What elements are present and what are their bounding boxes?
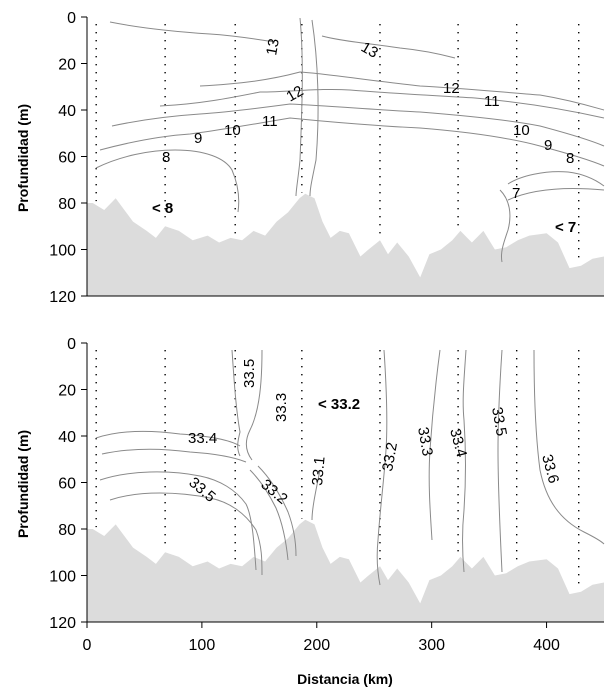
y-tick-label: 100 bbox=[49, 569, 76, 586]
y-tick-label: 60 bbox=[58, 476, 76, 493]
y-ticks: 0 20 40 60 80 100 120 bbox=[49, 336, 87, 632]
y-ticks: 0 20 40 60 80 100 120 bbox=[49, 10, 87, 306]
isoline-12 bbox=[199, 71, 605, 111]
isoline-33-5-right bbox=[497, 349, 503, 573]
station-markers bbox=[95, 349, 580, 589]
isoline-10 bbox=[111, 103, 605, 147]
y-axis-label: Profundidad (m) bbox=[15, 430, 31, 538]
isoline-front bbox=[295, 17, 303, 197]
contour-label: 33.4 bbox=[446, 427, 470, 460]
y-tick-label: 0 bbox=[67, 336, 76, 353]
contour-label: 33.4 bbox=[188, 430, 217, 447]
x-tick-label: 200 bbox=[303, 637, 330, 654]
isoline-33-2-left bbox=[249, 469, 289, 561]
isoline-7 bbox=[499, 189, 511, 263]
contour-label: 33.5 bbox=[185, 474, 218, 506]
isoline-33-4-right bbox=[462, 349, 467, 573]
bathymetry-fill bbox=[87, 193, 604, 296]
y-tick-label: 60 bbox=[58, 150, 76, 167]
y-tick-label: 40 bbox=[58, 103, 76, 120]
contour-labels: 33.5 33.3 < 33.2 33.4 33.1 33.2 33.3 33.… bbox=[185, 359, 562, 508]
isoline-33-5 bbox=[99, 471, 257, 571]
contour-label: 33.5 bbox=[241, 359, 258, 388]
isoline-33-2-left-b bbox=[257, 465, 297, 557]
isoline-13-b bbox=[321, 35, 456, 59]
isoline-9 bbox=[99, 117, 605, 167]
y-tick-label: 120 bbox=[49, 615, 76, 632]
contour-label: 13 bbox=[263, 37, 283, 56]
contour-label: 13 bbox=[358, 39, 381, 62]
contour-label: 12 bbox=[284, 82, 307, 105]
contour-label: 10 bbox=[224, 122, 241, 139]
temperature-isolines bbox=[95, 17, 605, 263]
y-tick-label: 0 bbox=[67, 10, 76, 27]
contour-label: 33.1 bbox=[309, 456, 328, 487]
contour-label: 9 bbox=[194, 130, 202, 147]
y-tick-label: 40 bbox=[58, 429, 76, 446]
isoline-7-b bbox=[507, 188, 605, 201]
x-ticks: 0 100 200 300 400 bbox=[83, 622, 560, 654]
salinity-section-panel: 0 20 40 60 80 100 120 0 100 200 300 400 Profundida… bbox=[15, 336, 605, 687]
contour-label: 33.2 bbox=[379, 441, 401, 473]
isoline-13 bbox=[109, 21, 276, 43]
y-tick-label: 100 bbox=[49, 243, 76, 260]
isoline-33-6 bbox=[533, 349, 605, 545]
y-tick-label: 120 bbox=[49, 289, 76, 306]
y-tick-label: 80 bbox=[58, 196, 76, 213]
isoline-33-5-b bbox=[109, 492, 263, 576]
salinity-isolines bbox=[95, 349, 605, 586]
x-tick-label: 100 bbox=[189, 637, 216, 654]
contour-label: 33.3 bbox=[273, 393, 290, 422]
isoline-33-3 bbox=[428, 349, 441, 541]
contour-label: 8 bbox=[162, 149, 170, 166]
isoline-8-b bbox=[507, 171, 605, 187]
contour-label: 11 bbox=[262, 113, 278, 130]
isoline-front-b bbox=[309, 19, 319, 197]
isoline-33-4-b bbox=[101, 448, 247, 463]
y-axis-label: Profundidad (m) bbox=[15, 104, 31, 212]
contour-label: 33.5 bbox=[488, 406, 510, 438]
y-tick-label: 80 bbox=[58, 522, 76, 539]
isoline-33-3-front bbox=[245, 349, 263, 461]
contour-label: 33.3 bbox=[414, 426, 436, 458]
x-tick-label: 400 bbox=[533, 637, 560, 654]
contour-label: < 33.2 bbox=[318, 396, 360, 413]
y-tick-label: 20 bbox=[58, 383, 76, 400]
x-tick-label: 0 bbox=[83, 637, 92, 654]
contour-label: 9 bbox=[544, 137, 552, 154]
isoline-8 bbox=[95, 149, 240, 213]
isoline-33-2 bbox=[376, 349, 388, 586]
contour-label: 8 bbox=[566, 150, 574, 167]
contour-label: < 8 bbox=[152, 200, 173, 217]
isoline-11 bbox=[159, 88, 605, 119]
contour-label: < 7 bbox=[555, 219, 576, 236]
bathymetry-fill bbox=[87, 519, 604, 622]
contour-label: 12 bbox=[443, 80, 460, 97]
isoline-33-5-front bbox=[231, 349, 241, 457]
contour-labels: 13 13 12 12 11 11 10 10 9 9 8 8 7 < 8 < … bbox=[152, 37, 576, 236]
temperature-section-panel: 0 20 40 60 80 100 120 Profundidad (m) 13 13 12… bbox=[15, 10, 605, 306]
station-markers bbox=[95, 23, 580, 263]
isoline-33-1 bbox=[311, 469, 321, 521]
contour-label: 33.6 bbox=[538, 453, 562, 486]
contour-label: 7 bbox=[512, 185, 520, 202]
isoline-33-4 bbox=[95, 430, 241, 447]
contour-label: 33.2 bbox=[257, 476, 290, 508]
contour-label: 10 bbox=[513, 122, 530, 139]
x-axis-label: Distancia (km) bbox=[297, 671, 393, 687]
y-tick-label: 20 bbox=[58, 57, 76, 74]
contour-label: 11 bbox=[484, 93, 500, 110]
x-tick-label: 300 bbox=[418, 637, 445, 654]
